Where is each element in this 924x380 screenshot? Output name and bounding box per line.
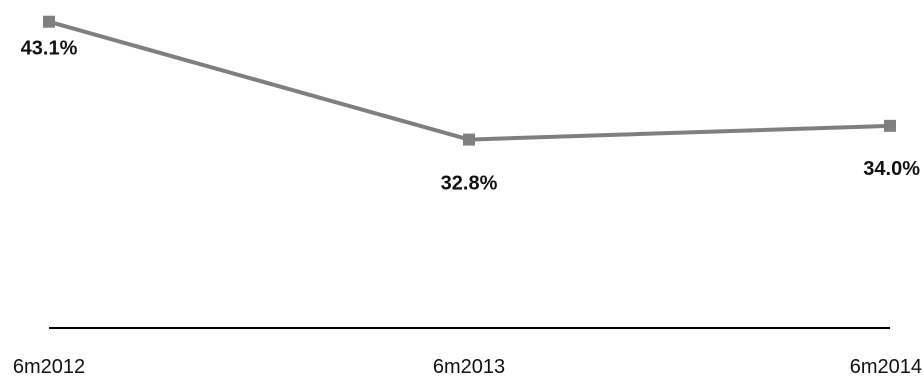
marker-6m2014 [884,119,896,132]
marker-6m2012 [43,15,55,28]
series-line [48,19,891,142]
data-label-6m2014: 34.0% [863,158,920,180]
marker-6m2013 [463,133,475,146]
x-tick-label-6m2013: 6m2013 [433,356,505,378]
data-markers [43,15,896,146]
x-tick-label-6m2014: 6m2014 [850,356,922,378]
data-labels: 43.1% 32.8% 34.0% [21,38,921,195]
data-label-6m2012: 43.1% [21,38,78,60]
data-label-6m2013: 32.8% [441,173,498,195]
x-tick-labels: 6m2012 6m2013 6m2014 [13,356,922,378]
x-tick-label-6m2012: 6m2012 [13,356,85,378]
